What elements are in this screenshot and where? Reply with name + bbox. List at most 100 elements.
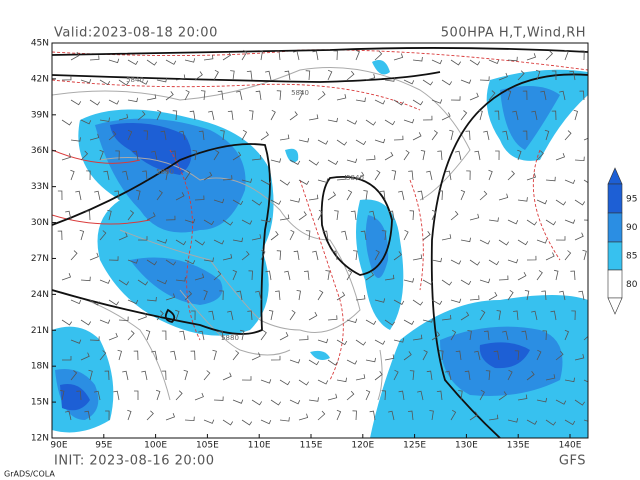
wind-barb	[137, 312, 147, 321]
wind-barb	[570, 270, 576, 281]
wind-barb	[296, 290, 301, 301]
wind-barb	[279, 214, 290, 221]
wind-barb	[165, 59, 177, 65]
wind-barb	[355, 97, 366, 102]
wind-barb	[179, 130, 186, 141]
wind-barb	[554, 269, 559, 281]
wind-barb	[526, 255, 537, 261]
wind-barb	[422, 349, 428, 361]
contour-label: 5880	[156, 168, 174, 176]
wind-barb	[398, 390, 405, 401]
wind-barb	[522, 130, 528, 141]
longitude-label: 100E	[144, 441, 167, 451]
wind-barb	[374, 169, 381, 181]
latitude-label: 42N	[31, 74, 49, 84]
model-name: GFS	[559, 454, 586, 469]
wind-barb	[160, 130, 167, 141]
wind-barb	[232, 399, 244, 404]
wind-barb	[137, 236, 148, 241]
wind-barb	[218, 330, 224, 341]
wind-barb	[308, 159, 320, 166]
wind-barb	[298, 179, 310, 185]
wind-barb	[422, 79, 434, 86]
wind-barb	[384, 274, 395, 281]
wind-barb	[422, 318, 434, 323]
longitude-label: 110E	[248, 441, 271, 451]
longitude-label: 105E	[196, 441, 219, 451]
wind-barb	[384, 77, 395, 82]
wind-barb	[449, 129, 454, 141]
wind-barb	[429, 410, 434, 421]
wind-barb	[251, 352, 261, 361]
wind-barb	[431, 299, 443, 306]
wind-barb	[241, 49, 248, 61]
wind-barb	[441, 279, 453, 286]
wind-barb	[260, 217, 271, 223]
wind-barb	[455, 350, 462, 361]
wind-barb	[384, 119, 396, 126]
wind-barb	[289, 359, 301, 364]
wind-barb	[346, 359, 358, 365]
wind-barb	[467, 330, 472, 341]
wind-barb	[369, 210, 376, 221]
wind-barb	[194, 273, 205, 281]
wind-barb	[258, 50, 263, 61]
wind-barb	[551, 110, 557, 121]
wind-barb	[393, 369, 399, 381]
wind-barb	[488, 217, 499, 222]
wind-barb	[327, 315, 338, 321]
wind-barb	[479, 278, 491, 284]
wind-barb	[479, 239, 491, 245]
wind-barb	[156, 190, 163, 201]
wind-barb	[192, 150, 198, 161]
wind-barb	[327, 359, 339, 366]
wind-barb	[478, 109, 483, 121]
height-contours	[52, 47, 588, 438]
wind-barb	[564, 179, 576, 185]
wind-barb	[137, 110, 146, 121]
colorbar-label: 90	[626, 223, 638, 233]
wind-barb	[248, 270, 253, 281]
wind-barb	[293, 250, 300, 261]
wind-barb	[194, 239, 206, 246]
wind-barb	[249, 110, 254, 121]
wind-barb	[89, 299, 101, 306]
wind-barb	[270, 399, 282, 406]
contour-label: 5840	[291, 89, 309, 97]
wind-barb	[583, 137, 588, 141]
wind-barb	[275, 290, 281, 301]
wind-barb	[346, 189, 353, 201]
wind-barb	[232, 151, 242, 161]
wind-barb	[403, 351, 412, 361]
wind-barb	[431, 130, 438, 141]
wind-barb	[232, 269, 238, 281]
wind-barb	[559, 90, 566, 101]
wind-barb	[458, 390, 463, 401]
wind-barb	[479, 309, 486, 321]
wind-barb	[564, 219, 576, 224]
wind-barb	[70, 137, 81, 142]
wind-barb	[393, 53, 404, 61]
wind-barb	[146, 94, 157, 101]
wind-barb	[544, 129, 550, 141]
wind-barb	[146, 296, 157, 302]
wind-barb	[70, 339, 82, 344]
wind-barb	[493, 350, 500, 361]
wind-barb	[61, 319, 73, 326]
wind-barb	[469, 213, 480, 221]
wind-barb	[545, 252, 555, 261]
wind-barb	[118, 316, 129, 322]
wind-barb	[474, 350, 481, 361]
wind-barb	[255, 290, 262, 301]
wind-barb	[227, 110, 234, 121]
wind-barb	[65, 410, 72, 421]
wind-barb	[374, 50, 383, 61]
wind-barb	[583, 219, 588, 221]
wind-barb	[127, 330, 135, 341]
wind-barb	[436, 390, 443, 401]
wind-barb	[374, 138, 386, 144]
wind-barb	[355, 171, 365, 181]
wind-barb	[184, 169, 191, 181]
wind-barb	[507, 369, 513, 381]
